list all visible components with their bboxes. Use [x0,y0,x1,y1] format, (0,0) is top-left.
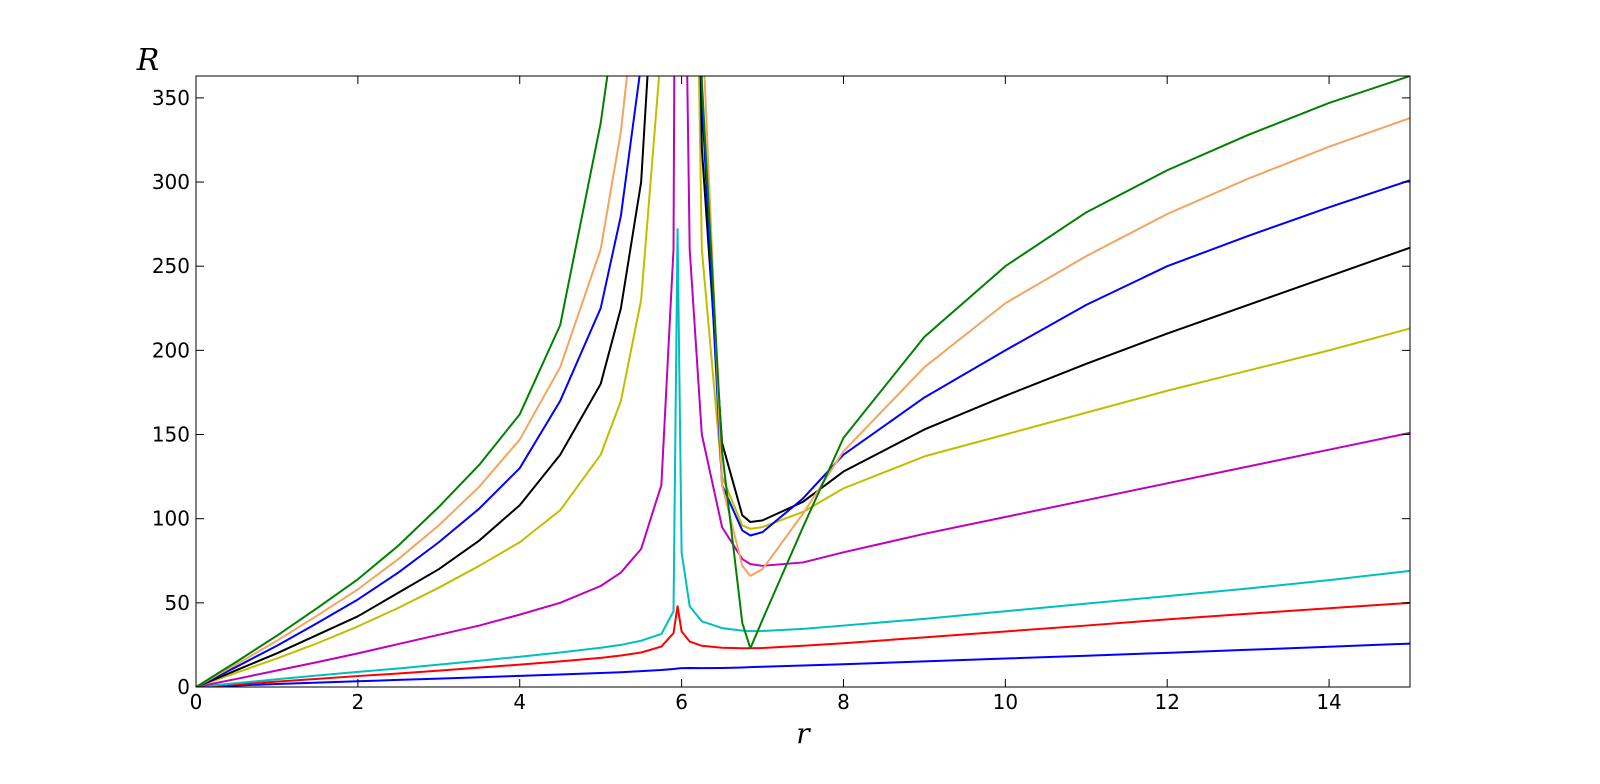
x-tick-label: 6 [675,690,688,714]
y-tick-label: 100 [152,507,190,531]
x-tick-label: 14 [1316,690,1341,714]
y-axis-label: R [136,43,160,78]
series-line [196,228,1410,687]
plot-frame [195,75,1411,688]
x-tick-label: 8 [837,690,850,714]
y-tick-label: 200 [152,338,190,362]
y-tick-label: 250 [152,254,190,278]
series-line [196,76,1410,687]
x-tick-label: 10 [993,690,1018,714]
series-line [196,601,1410,687]
y-tick-label: 0 [177,675,190,699]
series-line [196,642,1410,687]
y-tick-label: 300 [152,170,190,194]
y-tick-label: 350 [152,86,190,110]
series-line [196,76,1410,687]
x-tick-label: 12 [1154,690,1179,714]
series-line [196,76,1410,687]
series-line [196,76,1410,687]
plot-lines [196,76,1410,687]
y-tick-label: 150 [152,423,190,447]
x-tick-label: 4 [513,690,526,714]
series-line [196,76,1410,687]
series-line [196,76,1410,687]
x-axis-label: r [796,717,811,750]
y-tick-label: 50 [165,591,190,615]
x-tick-label: 2 [351,690,364,714]
x-tick-label: 0 [190,690,203,714]
